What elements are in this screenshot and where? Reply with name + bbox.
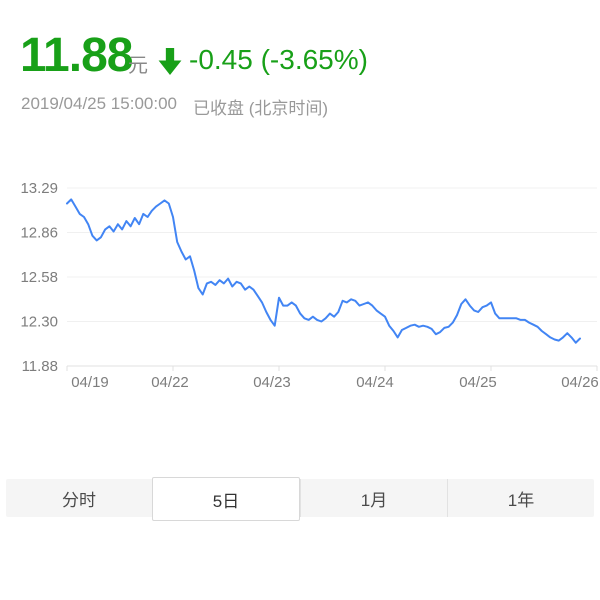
x-axis-label: 04/24 bbox=[356, 374, 394, 391]
price-chart[interactable]: 13.29 12.86 12.58 12.30 11.88 04/19 04/2… bbox=[0, 160, 600, 400]
current-price: 11.88 bbox=[20, 29, 133, 82]
range-tabbar: 分时 5日 1月 1年 bbox=[6, 477, 594, 521]
y-axis-label: 12.30 bbox=[20, 314, 58, 331]
x-axis-label: 04/26 bbox=[561, 374, 599, 391]
price-line bbox=[66, 198, 581, 344]
y-axis-label: 12.58 bbox=[20, 269, 58, 286]
tab-minute[interactable]: 分时 bbox=[62, 490, 96, 510]
currency-unit-label: 元 bbox=[128, 55, 148, 77]
x-axis-label: 04/19 bbox=[71, 374, 109, 391]
tab-1year[interactable]: 1年 bbox=[447, 479, 594, 517]
down-arrow-icon bbox=[158, 48, 182, 75]
y-axis-label: 13.29 bbox=[20, 180, 58, 197]
y-axis-label: 11.88 bbox=[22, 358, 58, 375]
y-axis-label: 12.86 bbox=[20, 225, 58, 242]
price-change: -0.45 (-3.65%) bbox=[189, 44, 368, 75]
quote-meta-row: 2019/04/25 15:00:00 已收盘 (北京时间) bbox=[21, 94, 328, 119]
tab-5day[interactable]: 5日 bbox=[152, 477, 300, 521]
quote-datetime: 2019/04/25 15:00:00 bbox=[21, 94, 177, 113]
tab-1month[interactable]: 1月 bbox=[300, 479, 447, 517]
x-axis-label: 04/25 bbox=[459, 374, 497, 391]
x-axis-label: 04/23 bbox=[253, 374, 291, 391]
x-axis-label: 04/22 bbox=[151, 374, 189, 391]
market-status: 已收盘 (北京时间) bbox=[192, 99, 329, 118]
